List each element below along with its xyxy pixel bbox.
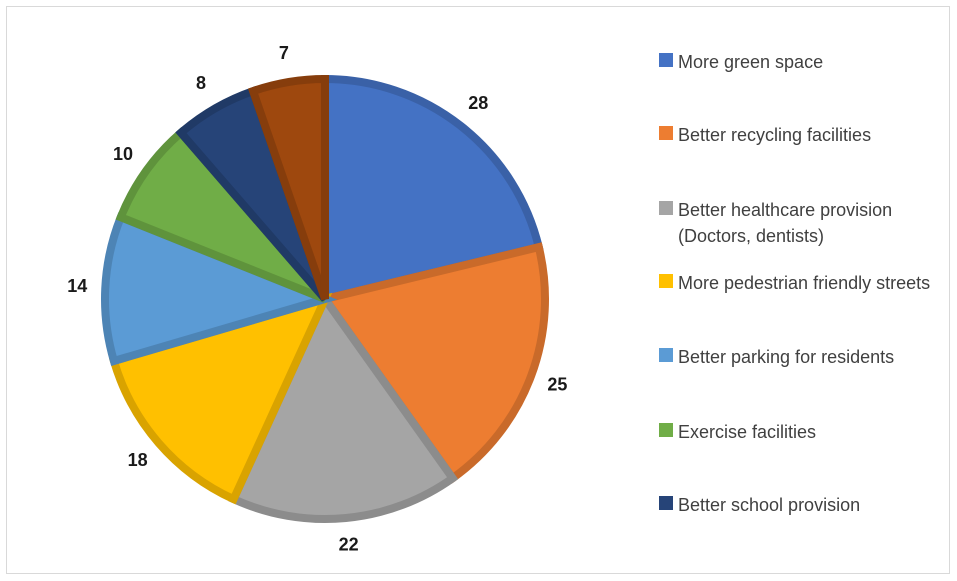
pie-slice-slice-7 [247, 74, 329, 301]
legend-item-better-school-provision: Better school provision [659, 492, 953, 518]
legend-label: Better healthcare provision (Doctors, de… [678, 200, 893, 246]
data-label-slice-7: 7 [279, 43, 289, 63]
pie-chart: 28 25 22 18 14 10 8 7 [67, 43, 567, 555]
legend-swatch [659, 348, 673, 362]
legend-label: Better school provision [678, 495, 861, 515]
chart-frame: 28 25 22 18 14 10 8 7 More green space Better r… [6, 6, 950, 574]
legend-label: More green space [678, 52, 824, 72]
legend-item-more-green-space: More green space [659, 49, 953, 75]
pie-slice-better-parking-for-residents [101, 212, 338, 366]
legend-swatch [659, 53, 673, 67]
legend-swatch [659, 201, 673, 215]
legend-item-better-healthcare-provision: Better healthcare provision (Doctors, de… [659, 197, 953, 249]
legend-item-more-pedestrian-friendly-streets: More pedestrian friendly streets [659, 270, 953, 296]
legend-label: Better recycling facilities [678, 125, 872, 145]
data-label-better-school-provision: 8 [196, 73, 206, 93]
data-label-more-pedestrian-friendly-streets: 18 [128, 450, 148, 470]
pie-slice-better-healthcare-provision-doctors-dentists [228, 291, 459, 523]
data-label-more-green-space: 28 [468, 93, 488, 113]
legend-label: Better parking for residents [678, 347, 895, 367]
pie-slice-better-recycling-facilities [318, 242, 549, 484]
legend-item-better-parking-for-residents: Better parking for residents [659, 344, 953, 370]
data-label-better-healthcare-provision-doctors-dentists: 22 [339, 535, 359, 555]
legend-item-better-recycling-facilities: Better recycling facilities [659, 122, 953, 148]
legend-swatch [659, 496, 673, 510]
legend-item-exercise-facilities: Exercise facilities [659, 419, 953, 445]
legend-swatch [659, 423, 673, 437]
data-label-exercise-facilities: 10 [113, 144, 133, 164]
data-label-better-recycling-facilities: 25 [547, 374, 567, 394]
legend-swatch [659, 274, 673, 288]
legend-swatch [659, 126, 673, 140]
pie-slice-more-green-space [321, 74, 544, 305]
legend-label: Exercise facilities [678, 422, 817, 442]
legend-label: More pedestrian friendly streets [678, 273, 931, 293]
data-label-better-parking-for-residents: 14 [67, 276, 87, 296]
